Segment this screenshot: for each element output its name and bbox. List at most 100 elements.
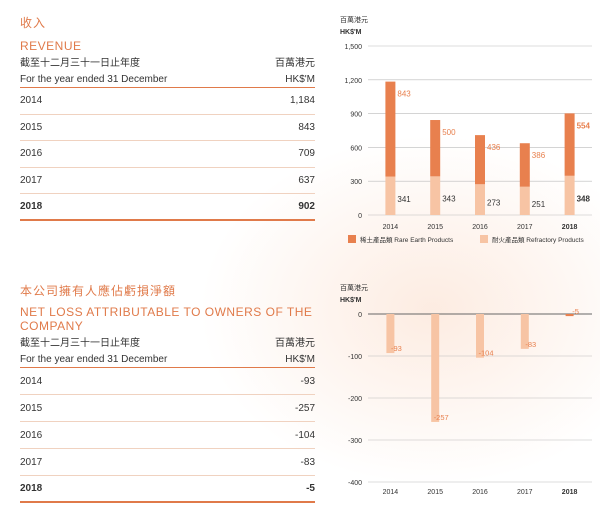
- data-label-net-loss: -257: [434, 413, 449, 422]
- data-label-refractory: 273: [487, 199, 501, 208]
- row-year: 2015: [20, 402, 43, 414]
- netloss-title-en: NET LOSS ATTRIBUTABLE TO OWNERS OF THE C…: [20, 305, 313, 333]
- bar-net-loss: [520, 314, 529, 349]
- row-year: 2016: [20, 429, 43, 441]
- netloss-rows: 2014 -93 2015 -257 2016 -104 2017 -83 2018 -5: [20, 368, 315, 503]
- legend-label-refractory: 耐火產品類 Refractory Products: [492, 235, 584, 244]
- x-tick-label: 2018: [562, 224, 578, 231]
- x-tick-label: 2017: [517, 224, 533, 231]
- x-tick-label: 2018: [562, 489, 578, 496]
- y-tick-label: 0: [358, 312, 362, 319]
- bar-refractory: [385, 176, 396, 215]
- data-label-net-loss: -5: [572, 307, 579, 316]
- bar-refractory: [564, 175, 575, 215]
- row-value: -93: [300, 375, 315, 387]
- netloss-header-cn: 截至十二月三十一日止年度 百萬港元: [20, 334, 315, 349]
- row-year: 2017: [20, 174, 43, 186]
- table-row: 2018 902: [20, 194, 315, 221]
- netloss-chart-svg: 百萬港元 HK$'M 0 -100 -200 -300 -400 -93 2014 -257 201…: [340, 283, 592, 496]
- row-value: 843: [298, 121, 315, 133]
- row-value: -257: [294, 402, 315, 414]
- row-value: 709: [298, 148, 315, 160]
- y-axis-label-cn: 百萬港元: [340, 15, 368, 24]
- bar-net-loss: [431, 314, 440, 422]
- y-tick-label: -300: [348, 438, 362, 445]
- bar-rare-earth: [430, 120, 441, 177]
- y-tick-label: 900: [350, 112, 362, 119]
- y-tick-label: 0: [358, 213, 362, 220]
- x-tick-label: 2017: [517, 489, 533, 496]
- revenue-title-cn: 收入: [20, 16, 47, 30]
- data-label-refractory: 251: [532, 200, 546, 209]
- revenue-unit-en: HK$'M: [285, 74, 315, 85]
- bar-rare-earth: [385, 81, 396, 177]
- y-tick-label: 300: [350, 179, 362, 186]
- legend-label-rare-earth: 稀土產品類 Rare Earth Products: [360, 235, 454, 244]
- revenue-title-en: REVENUE: [20, 39, 82, 53]
- x-tick-label: 2016: [472, 224, 488, 231]
- row-value: -104: [294, 429, 315, 441]
- table-row: 2016 709: [20, 141, 315, 168]
- x-tick-label: 2015: [427, 224, 443, 231]
- revenue-header-rule: [20, 87, 315, 88]
- netloss-header-en: For the year ended 31 December HK$'M: [20, 354, 315, 365]
- table-row: 2017 637: [20, 168, 315, 194]
- data-label-net-loss: -83: [525, 340, 536, 349]
- netloss-chart: 百萬港元 HK$'M 0 -100 -200 -300 -400 -93 2014 -257 201…: [330, 282, 600, 501]
- y-tick-label: 1,200: [344, 78, 362, 85]
- legend-swatch-rare-earth: [348, 235, 356, 243]
- legend-swatch-refractory: [480, 235, 488, 243]
- netloss-unit-cn: 百萬港元: [275, 338, 315, 349]
- row-year: 2017: [20, 456, 43, 468]
- x-tick-label: 2015: [427, 489, 443, 496]
- revenue-unit-cn: 百萬港元: [275, 58, 315, 69]
- row-year: 2015: [20, 121, 43, 133]
- revenue-header-cn: 截至十二月三十一日止年度 百萬港元: [20, 54, 315, 69]
- data-label-rare-earth: 554: [577, 121, 591, 130]
- x-tick-label: 2014: [383, 489, 399, 496]
- row-year: 2016: [20, 148, 43, 160]
- table-row: 2015 843: [20, 115, 315, 141]
- y-tick-label: 1,500: [344, 44, 362, 51]
- data-label-refractory: 348: [577, 194, 591, 203]
- netloss-unit-en: HK$'M: [285, 354, 315, 365]
- bar-net-loss: [476, 314, 484, 358]
- revenue-header-en: For the year ended 31 December HK$'M: [20, 74, 315, 85]
- netloss-title-cn: 本公司擁有人應佔虧損淨額: [20, 284, 177, 298]
- bar-refractory: [430, 176, 441, 215]
- x-tick-label: 2016: [472, 489, 488, 496]
- revenue-chart-svg: 百萬港元 HK$'M 0 300 600 900 1,200 1,500 843 341 2014 5…: [340, 15, 592, 244]
- netloss-period-en: For the year ended 31 December: [20, 354, 168, 365]
- bar-rare-earth: [519, 143, 530, 187]
- data-label-rare-earth: 386: [532, 151, 546, 160]
- row-value: 637: [298, 174, 315, 186]
- data-label-rare-earth: 436: [487, 143, 501, 152]
- x-tick-label: 2014: [383, 224, 399, 231]
- y-tick-label: -200: [348, 396, 362, 403]
- row-value: -5: [306, 483, 315, 494]
- table-row: 2015 -257: [20, 395, 315, 422]
- table-row: 2017 -83: [20, 449, 315, 476]
- revenue-period-en: For the year ended 31 December: [20, 74, 168, 85]
- bar-rare-earth: [475, 135, 485, 185]
- revenue-rows: 2014 1,184 2015 843 2016 709 2017 637 2018 902: [20, 88, 315, 221]
- row-value: 902: [298, 200, 315, 212]
- row-year: 2018: [20, 200, 43, 212]
- table-row: 2014 -93: [20, 368, 315, 395]
- y-tick-label: 600: [350, 145, 362, 152]
- table-row: 2018 -5: [20, 476, 315, 503]
- bar-refractory: [519, 186, 530, 215]
- y-axis-label-en: HK$'M: [340, 297, 362, 304]
- revenue-table-section: 收入 REVENUE 截至十二月三十一日止年度 百萬港元 For the yea…: [20, 14, 315, 221]
- bar-net-loss: [386, 314, 395, 354]
- bar-rare-earth: [564, 113, 575, 176]
- bar-refractory: [475, 184, 485, 215]
- revenue-period-cn: 截至十二月三十一日止年度: [20, 58, 140, 69]
- y-tick-label: -400: [348, 480, 362, 487]
- data-label-rare-earth: 843: [397, 90, 411, 99]
- table-row: 2014 1,184: [20, 88, 315, 115]
- netloss-header-rule: [20, 367, 315, 368]
- data-label-refractory: 341: [397, 195, 411, 204]
- y-axis-label-en: HK$'M: [340, 29, 362, 36]
- row-year: 2018: [20, 483, 43, 494]
